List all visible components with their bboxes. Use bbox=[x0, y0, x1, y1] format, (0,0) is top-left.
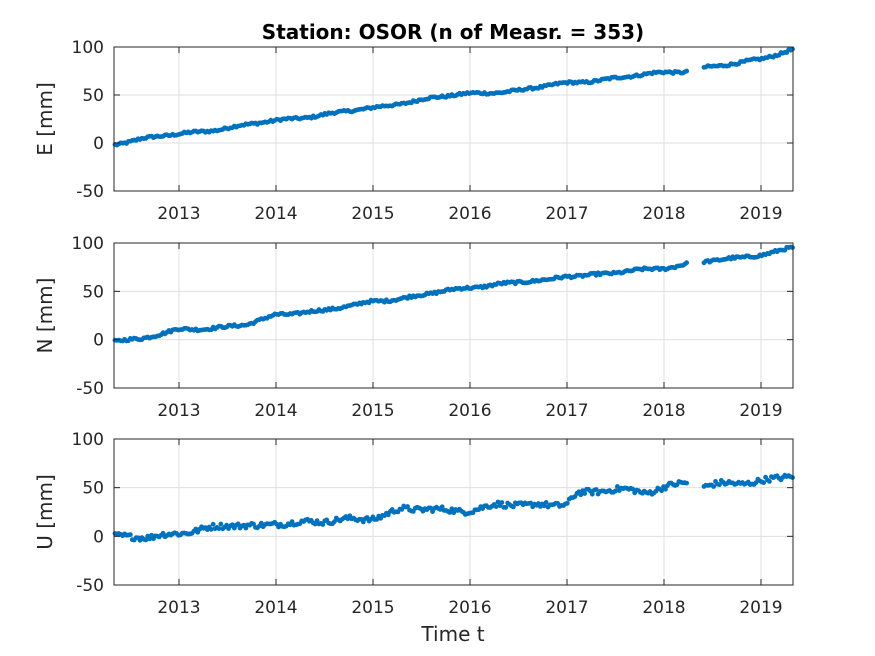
x-tick-label: 2019 bbox=[739, 204, 782, 224]
data-point bbox=[218, 521, 224, 527]
x-tick-label: 2015 bbox=[351, 598, 394, 618]
x-tick-label: 2019 bbox=[739, 598, 782, 618]
y-tick-label: -50 bbox=[76, 576, 104, 596]
data-points bbox=[112, 472, 795, 543]
data-point bbox=[216, 526, 222, 531]
data-point bbox=[564, 500, 570, 506]
data-point bbox=[578, 492, 584, 498]
data-point bbox=[235, 521, 241, 527]
y-tick-label: 50 bbox=[82, 86, 104, 106]
x-tick-label: 2015 bbox=[351, 204, 394, 224]
y-tick-label: 100 bbox=[72, 234, 104, 254]
panel-n: 2013 2014 2015 2016 2017 2018 2019 -50 0 50 100 N [… bbox=[33, 234, 795, 421]
data-point bbox=[528, 500, 534, 506]
x-tick-label: 2018 bbox=[642, 401, 685, 421]
data-point bbox=[684, 68, 690, 74]
axes-box bbox=[113, 438, 794, 586]
data-point bbox=[495, 499, 501, 505]
data-point bbox=[127, 532, 133, 538]
x-tick-label: 2018 bbox=[642, 204, 685, 224]
panel-u: 2013 2014 2015 2016 2017 2018 2019 -50 0 50 100 U [… bbox=[33, 430, 795, 618]
data-point bbox=[439, 504, 445, 510]
panel-e: 2013 2014 2015 2016 2017 2018 2019 -50 0 50 100 E [… bbox=[33, 38, 795, 224]
data-point bbox=[258, 520, 264, 526]
data-point bbox=[543, 500, 549, 505]
x-tick-label: 2014 bbox=[254, 598, 297, 618]
y-tick-label: 0 bbox=[93, 134, 104, 154]
y-tick-label: 100 bbox=[72, 430, 104, 450]
y-axis-label: E [mm] bbox=[33, 82, 57, 156]
data-point bbox=[613, 488, 618, 494]
data-point bbox=[493, 504, 499, 509]
data-point bbox=[511, 504, 516, 510]
data-point bbox=[147, 536, 153, 542]
data-point bbox=[447, 510, 453, 515]
x-tick-label: 2016 bbox=[448, 204, 491, 224]
data-point bbox=[684, 480, 690, 486]
x-tick-label: 2017 bbox=[545, 401, 588, 421]
y-tick-label: 0 bbox=[93, 331, 104, 351]
axes-box bbox=[113, 242, 794, 389]
data-point bbox=[208, 526, 214, 532]
data-point bbox=[320, 522, 326, 527]
x-tick-label: 2013 bbox=[157, 401, 200, 421]
x-tick-label: 2013 bbox=[157, 204, 200, 224]
y-tick-label: 100 bbox=[72, 38, 104, 58]
y-tick-label: 50 bbox=[82, 282, 104, 302]
data-point bbox=[582, 491, 588, 496]
y-tick-label: -50 bbox=[76, 379, 104, 399]
y-axis-label: N [mm] bbox=[33, 278, 57, 354]
data-point bbox=[716, 482, 722, 488]
x-tick-label: 2016 bbox=[448, 401, 491, 421]
y-axis-label: U [mm] bbox=[33, 474, 57, 550]
data-point bbox=[614, 484, 620, 489]
data-point bbox=[711, 484, 716, 489]
data-point bbox=[659, 488, 665, 494]
data-point bbox=[593, 487, 599, 492]
x-tick-label: 2017 bbox=[545, 598, 588, 618]
data-point bbox=[160, 530, 166, 536]
data-points bbox=[112, 46, 795, 148]
data-points bbox=[112, 244, 795, 344]
x-tick-label: 2013 bbox=[157, 598, 200, 618]
y-tick-label: 50 bbox=[82, 479, 104, 499]
y-tick-label: 0 bbox=[93, 527, 104, 547]
data-point bbox=[684, 260, 690, 266]
y-tick-label: -50 bbox=[76, 182, 104, 202]
data-point bbox=[143, 537, 149, 543]
data-point bbox=[503, 505, 509, 510]
data-point bbox=[663, 486, 668, 492]
x-axis-label: Time t bbox=[420, 622, 484, 646]
data-point bbox=[364, 515, 370, 520]
data-point bbox=[761, 480, 767, 486]
x-tick-label: 2019 bbox=[739, 401, 782, 421]
data-point bbox=[449, 506, 455, 512]
data-point bbox=[428, 505, 434, 511]
data-point bbox=[332, 519, 337, 525]
x-tick-label: 2014 bbox=[254, 204, 297, 224]
x-tick-label: 2016 bbox=[448, 598, 491, 618]
data-point bbox=[767, 479, 772, 484]
data-point bbox=[499, 500, 505, 505]
data-point bbox=[630, 486, 636, 492]
data-point bbox=[289, 519, 295, 525]
chart-title: Station: OSOR (n of Measr. = 353) bbox=[262, 20, 644, 44]
x-tick-label: 2014 bbox=[254, 401, 297, 421]
x-tick-label: 2017 bbox=[545, 204, 588, 224]
data-point bbox=[210, 521, 216, 527]
axes-box bbox=[113, 46, 794, 192]
x-tick-label: 2015 bbox=[351, 401, 394, 421]
data-point bbox=[589, 491, 595, 497]
x-tick-label: 2018 bbox=[642, 598, 685, 618]
